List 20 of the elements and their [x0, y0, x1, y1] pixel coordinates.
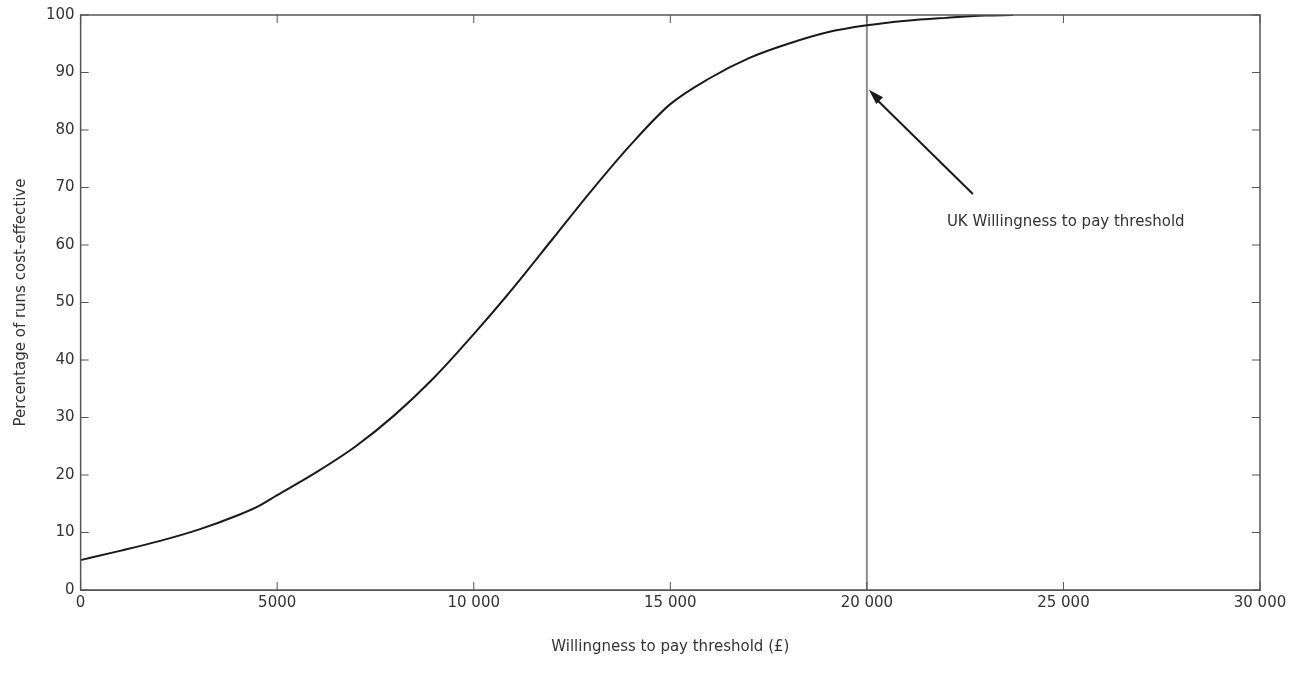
y-tick-label: 70 — [55, 177, 75, 196]
y-tick-label: 40 — [55, 349, 75, 368]
x-tick-label: 15 000 — [644, 592, 697, 611]
x-axis-title: Willingness to pay threshold (£) — [551, 636, 790, 655]
x-tick-label: 10 000 — [447, 592, 500, 611]
y-tick-label: 0 — [65, 579, 75, 598]
y-tick-label: 50 — [55, 292, 75, 311]
y-tick-label: 100 — [45, 4, 75, 23]
y-tick-label: 60 — [55, 234, 75, 253]
y-tick-label: 30 — [55, 407, 75, 426]
y-tick-label: 10 — [55, 522, 75, 541]
ref-line-label: UK Willingness to pay threshold — [946, 211, 1185, 230]
x-tick-label: 30 000 — [1233, 592, 1287, 611]
y-tick-label: 80 — [55, 119, 75, 138]
x-tick-label: 25 000 — [1037, 592, 1090, 611]
y-axis-title: Percentage of runs cost-effective — [10, 178, 29, 427]
x-tick-label: 5000 — [258, 592, 297, 611]
y-tick-label: 90 — [55, 62, 75, 81]
y-tick-label: 20 — [55, 464, 75, 483]
x-tick-label: 20 000 — [840, 592, 894, 611]
